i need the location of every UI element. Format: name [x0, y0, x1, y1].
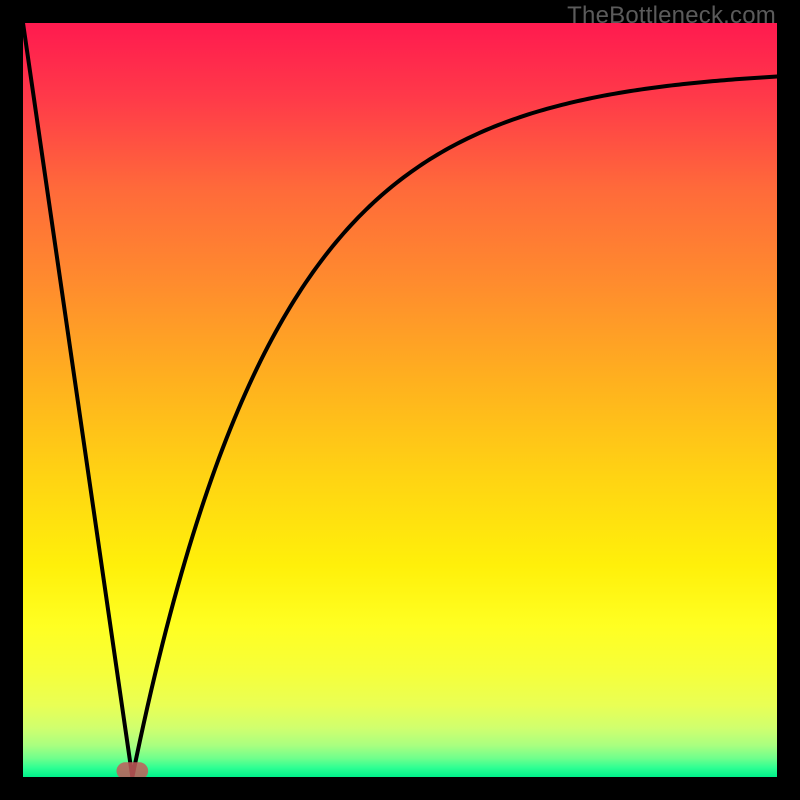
bottleneck-curve	[23, 23, 777, 777]
curve-layer	[23, 23, 777, 777]
minimum-marker	[116, 762, 148, 777]
plot-area	[23, 23, 777, 777]
watermark-label: TheBottleneck.com	[567, 2, 776, 30]
chart-frame: TheBottleneck.com	[0, 0, 800, 800]
